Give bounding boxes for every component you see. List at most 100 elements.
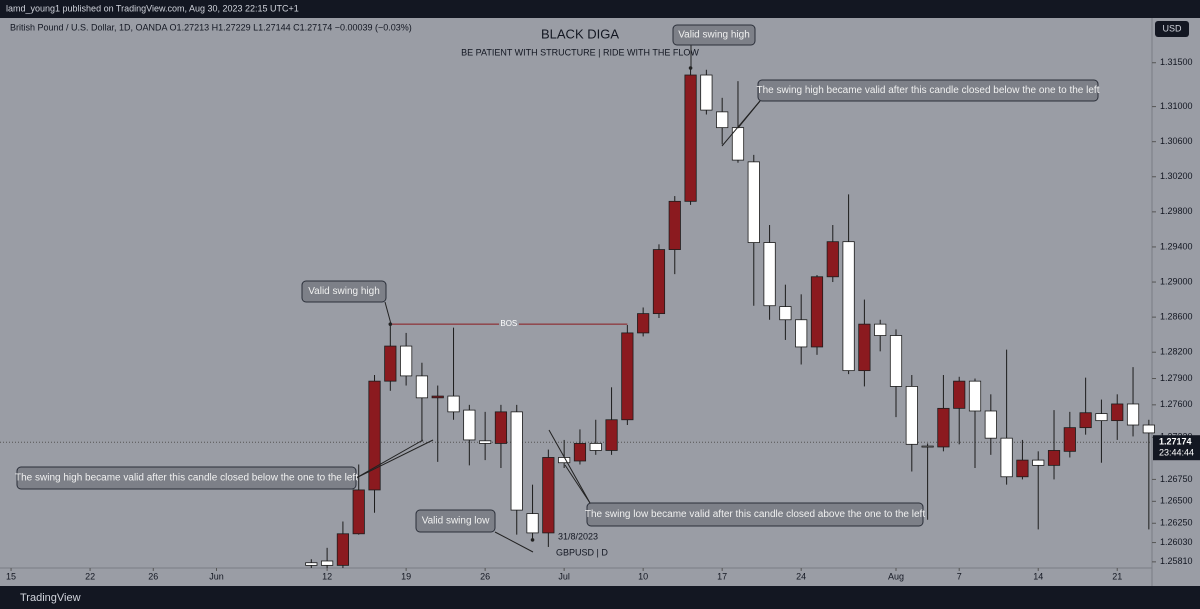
candle-body <box>558 457 571 464</box>
candle-body <box>494 411 508 444</box>
candle-body <box>1047 450 1061 466</box>
plot-background <box>0 18 1200 586</box>
y-tick-label: 1.27600 <box>1160 399 1193 409</box>
top-bar <box>0 0 1200 18</box>
candle-body <box>763 242 776 307</box>
candle-body <box>510 411 523 511</box>
candle-body <box>842 241 855 372</box>
x-tick-label: 24 <box>796 571 806 581</box>
candle-body <box>479 440 492 444</box>
candle-body <box>716 111 729 129</box>
candle-body <box>573 443 587 462</box>
callout-box <box>16 466 357 490</box>
callout-pointer <box>548 429 591 504</box>
callout-text: Valid swing low <box>422 516 490 527</box>
y-tick-label: 1.29800 <box>1160 206 1193 216</box>
x-tick-label: 15 <box>6 571 16 581</box>
callout-box <box>672 24 756 46</box>
candle-body <box>1095 413 1108 422</box>
callout-pointer <box>737 100 761 129</box>
subtitle: BE PATIENT WITH STRUCTURE | RIDE WITH TH… <box>461 47 699 57</box>
candle-body <box>1142 424 1155 434</box>
x-tick-label: 21 <box>1112 571 1122 581</box>
callout-pointer <box>494 531 534 553</box>
y-tick-label: 1.28200 <box>1160 347 1193 357</box>
candle-body <box>637 313 650 334</box>
candle-body <box>1126 403 1140 426</box>
callout-pointer <box>564 464 591 504</box>
y-tick-label: 1.26750 <box>1160 474 1193 484</box>
candle-body <box>1000 437 1013 478</box>
callout-box <box>757 79 1099 102</box>
candle-body <box>921 445 934 448</box>
candle-body <box>1063 427 1076 452</box>
candle-body <box>305 562 318 566</box>
y-tick-label: 1.31500 <box>1160 57 1193 67</box>
candle-body <box>400 345 413 377</box>
candle-body <box>810 276 824 348</box>
currency-label: USD <box>1162 23 1182 33</box>
callout-box <box>415 509 496 533</box>
chart-note: GBPUSD | D <box>556 547 608 557</box>
candle-body <box>352 489 365 535</box>
chart-title: BLACK DIGA <box>541 26 619 41</box>
candle-body <box>431 395 444 399</box>
callout-text: The swing high became valid after this c… <box>757 85 1100 96</box>
candle-body <box>384 345 397 382</box>
candle-body <box>889 335 903 387</box>
symbol-line: British Pound / U.S. Dollar, 1D, OANDA O… <box>10 22 412 32</box>
brand: TradingView <box>20 592 81 604</box>
candle-body <box>1079 412 1092 429</box>
candle-body <box>937 407 950 448</box>
callout-box <box>301 280 387 303</box>
y-tick-label: 1.31000 <box>1160 101 1193 111</box>
y-tick-label: 1.26030 <box>1160 537 1193 547</box>
last-price-label: 1.27174 <box>1159 437 1192 447</box>
callout-pointer <box>384 301 392 325</box>
last-price-tag <box>1153 435 1200 461</box>
callout-text: Valid swing high <box>678 30 750 41</box>
x-tick-label: 7 <box>957 571 962 581</box>
callout-text: Valid swing high <box>308 286 380 297</box>
callout-pointer <box>355 439 434 479</box>
x-tick-label: 26 <box>480 571 490 581</box>
x-tick-label: 12 <box>322 571 332 581</box>
candle-body <box>1032 459 1045 466</box>
countdown: 23:44:44 <box>1159 448 1194 458</box>
chart-note: 31/8/2023 <box>558 531 598 541</box>
publisher: lamd_young1 published on TradingView.com… <box>6 3 299 13</box>
candle-body <box>953 380 966 409</box>
y-tick-label: 1.30600 <box>1160 136 1193 146</box>
candle-body <box>1111 403 1124 422</box>
y-tick-label: 1.25810 <box>1160 556 1193 566</box>
candle-body <box>621 332 634 421</box>
y-tick-label: 1.26500 <box>1160 496 1193 506</box>
candle-body <box>526 513 539 534</box>
candle-body <box>858 323 871 372</box>
x-tick-label: 14 <box>1033 571 1043 581</box>
candle-body <box>321 560 334 566</box>
y-tick-label: 1.30200 <box>1160 171 1193 181</box>
candle-body <box>874 323 887 336</box>
y-tick-label: 1.29000 <box>1160 276 1193 286</box>
candle-body <box>968 380 982 412</box>
callout-box <box>586 502 924 527</box>
y-tick-label: 1.27900 <box>1160 373 1193 383</box>
y-tick-label: 1.28600 <box>1160 311 1193 321</box>
x-tick-label: Jul <box>558 571 570 581</box>
candle-body <box>605 419 618 451</box>
currency-button[interactable] <box>1155 21 1189 37</box>
x-tick-label: 26 <box>148 571 158 581</box>
candle-body <box>779 306 792 321</box>
swing-point <box>688 66 693 70</box>
candle-body <box>652 249 666 315</box>
candle-body <box>415 375 429 399</box>
callout-pointer <box>355 439 424 479</box>
candle-body <box>747 161 760 243</box>
y-tick-label: 1.26250 <box>1160 518 1193 528</box>
candle-body <box>463 409 476 441</box>
y-tick-label: 1.29400 <box>1160 241 1193 251</box>
callout-text: The swing low became valid after this ca… <box>585 509 925 520</box>
candle-body <box>795 319 808 348</box>
